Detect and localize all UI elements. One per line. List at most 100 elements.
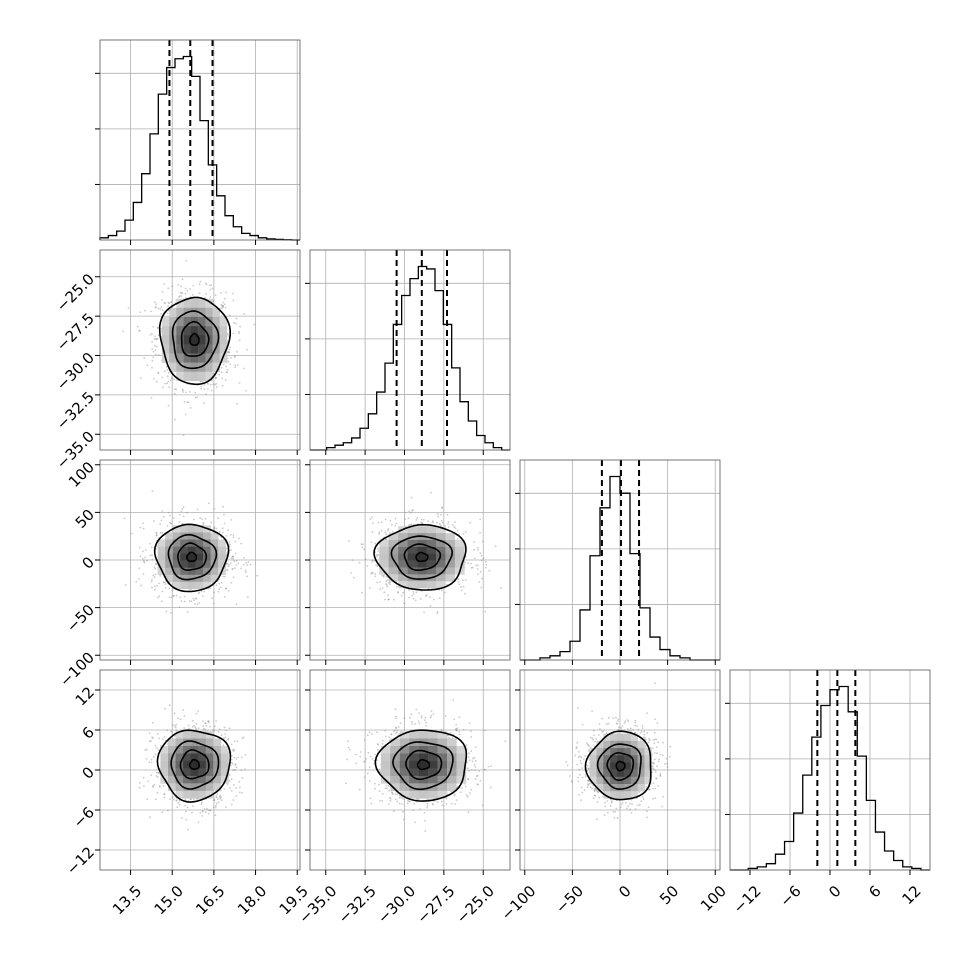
sample-point [156, 584, 159, 587]
sample-point [221, 377, 224, 380]
sample-point [211, 287, 214, 290]
density-cell [172, 553, 181, 561]
sample-point [163, 793, 166, 795]
sample-point [198, 591, 201, 594]
sample-point [455, 728, 457, 731]
sample-point [408, 589, 410, 591]
density-cell [198, 775, 207, 784]
sample-point [479, 570, 482, 573]
sample-point [195, 722, 198, 725]
sample-point [453, 526, 456, 528]
sample-point [151, 736, 154, 739]
sample-point [150, 397, 153, 399]
sample-point [175, 799, 178, 802]
density-cell [183, 298, 192, 309]
density-cell [190, 790, 199, 799]
sample-point [227, 738, 230, 741]
density-cell [203, 546, 211, 554]
sample-point [228, 351, 231, 354]
sample-point [156, 534, 158, 537]
sample-point [210, 389, 213, 392]
density-cell [198, 316, 206, 327]
sample-point [382, 575, 385, 578]
sample-point [229, 363, 232, 365]
density-cell [176, 335, 184, 345]
sample-point [161, 510, 164, 512]
sample-point [447, 521, 450, 523]
sample-point [213, 526, 216, 528]
sample-point [198, 602, 201, 604]
sample-point [171, 796, 174, 798]
density-cell [176, 307, 184, 318]
sample-point [425, 595, 427, 597]
sample-point [177, 801, 180, 804]
sample-point [238, 780, 241, 783]
sample-point [385, 584, 388, 586]
sample-point [145, 748, 148, 751]
sample-point [194, 603, 196, 605]
sample-point [168, 704, 171, 707]
density-cell [190, 326, 199, 336]
sample-point [402, 591, 404, 594]
sample-point [423, 611, 425, 614]
sample-point [227, 360, 230, 363]
sample-point [202, 728, 205, 731]
sample-point [202, 725, 205, 727]
sample-point [201, 381, 204, 383]
sample-point [234, 364, 237, 366]
sample-point [360, 543, 363, 546]
density-cell [218, 553, 226, 561]
density-cell [172, 532, 181, 540]
density-cell [198, 768, 207, 777]
sample-point [197, 592, 200, 595]
sample-point [196, 396, 199, 398]
sample-point [371, 733, 373, 735]
sample-point [157, 771, 160, 774]
sample-point [431, 521, 434, 524]
sample-point [232, 748, 234, 751]
sample-point [143, 561, 146, 564]
sample-point [459, 791, 462, 794]
density-cell [176, 353, 184, 363]
sample-point [488, 569, 491, 572]
sample-point [460, 586, 462, 588]
sample-point [219, 797, 222, 800]
sample-point [151, 737, 154, 739]
sample-point [420, 518, 423, 521]
density-cell [176, 316, 184, 327]
sample-point [190, 600, 193, 603]
sample-point [154, 573, 157, 576]
density-cell [398, 574, 408, 582]
density-cell [212, 307, 220, 318]
sample-point [159, 575, 162, 577]
density-cell [218, 539, 226, 547]
sample-point [230, 581, 233, 584]
sample-point [131, 532, 133, 535]
sample-point [412, 597, 415, 600]
sample-point [410, 496, 413, 499]
sample-point [175, 799, 178, 802]
density-cell [388, 546, 399, 555]
sample-point [229, 346, 232, 349]
sample-point [477, 549, 479, 551]
sample-point [155, 563, 158, 565]
sample-point [479, 552, 482, 554]
sample-point [222, 306, 224, 309]
density-cell [165, 539, 174, 547]
density-cell [436, 540, 446, 548]
sample-point [205, 724, 208, 727]
contour-0 [189, 332, 200, 346]
sample-point [478, 581, 481, 583]
sample-point [209, 288, 212, 291]
sample-point [152, 755, 155, 758]
sample-point [220, 292, 223, 294]
density-cell [454, 560, 465, 568]
sample-point [167, 404, 170, 407]
sample-point [152, 356, 155, 359]
density-cell [180, 560, 189, 568]
sample-point [148, 761, 151, 764]
sample-point [230, 758, 233, 761]
sample-point [385, 533, 388, 536]
density-cell [407, 540, 418, 548]
sample-point [224, 733, 227, 735]
